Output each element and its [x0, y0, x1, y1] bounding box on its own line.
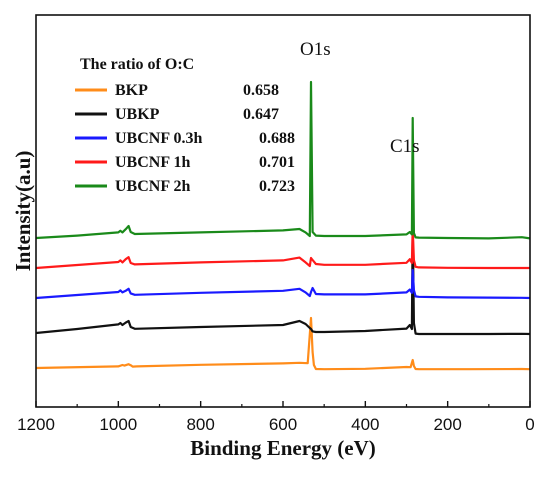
legend-label: UBCNF 1h: [115, 154, 191, 171]
spectrum-curves: [35, 80, 531, 371]
legend-ratio-value: 0.647: [243, 106, 279, 123]
legend-label: BKP: [115, 82, 148, 99]
x-axis-label: Binding Energy (eV): [190, 436, 376, 460]
series-line-bkp: [35, 316, 531, 371]
legend: BKP 0.658 UBKP 0.647 UBCNF 0.3h 0.688 UBCNF 1h…: [75, 82, 295, 195]
legend-ratio-value: 0.688: [259, 130, 295, 147]
series-line-ubkp: [35, 221, 531, 336]
legend-ratio-value: 0.658: [243, 82, 279, 99]
x-tick-label: 1200: [17, 415, 55, 434]
c1s-peak-label: C1s: [390, 136, 420, 157]
x-tick-label: 0: [525, 415, 534, 434]
x-tick-label: 1000: [99, 415, 137, 434]
y-axis-label: Intensity(a.u): [11, 151, 35, 272]
legend-ratio-value: 0.701: [259, 154, 295, 171]
legend-title: The ratio of O:C: [80, 56, 194, 73]
x-tick-label: 200: [433, 415, 461, 434]
series-line-ubcnf-1h: [35, 226, 530, 270]
series-line-ubcnf-2h: [35, 80, 531, 240]
x-tick-label: 600: [269, 415, 297, 434]
series-line-ubcnf-0-3h: [35, 268, 531, 300]
x-tick-label: 400: [351, 415, 379, 434]
x-tick-label: 800: [186, 415, 214, 434]
x-axis-ticks: 1200 1000 800 600 400 200 0: [17, 401, 535, 434]
legend-label: UBCNF 2h: [115, 178, 191, 195]
legend-label: UBKP: [115, 106, 160, 123]
o1s-peak-label: O1s: [300, 39, 331, 60]
plot-frame: [35, 14, 531, 408]
legend-label: UBCNF 0.3h: [115, 130, 203, 147]
legend-ratio-value: 0.723: [259, 178, 295, 195]
